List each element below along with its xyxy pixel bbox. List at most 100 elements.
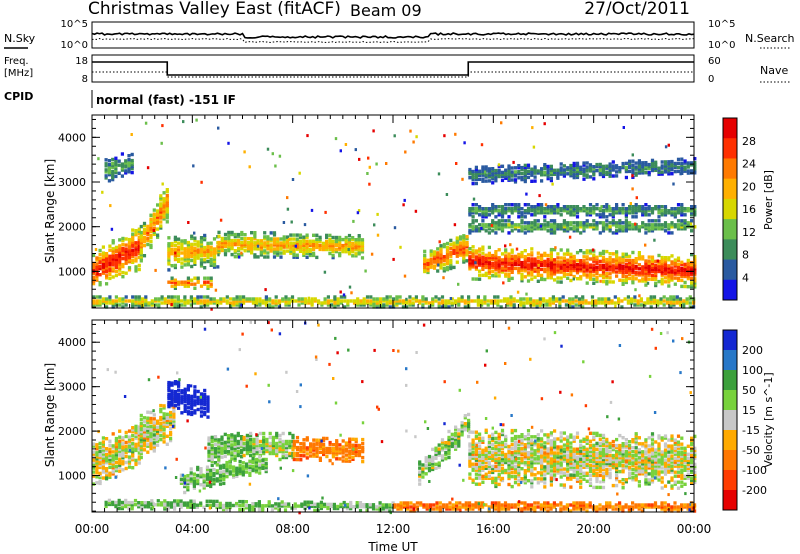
echo-cell bbox=[481, 257, 485, 261]
echo-cell bbox=[665, 297, 670, 301]
echo-cell bbox=[693, 271, 697, 275]
echo-cell bbox=[114, 442, 118, 447]
echo-cell bbox=[530, 207, 534, 211]
echo-cell bbox=[507, 254, 511, 258]
echo-cell bbox=[217, 440, 221, 444]
echo-cell bbox=[615, 258, 619, 262]
echo-cell bbox=[434, 462, 438, 466]
echo-cell bbox=[631, 260, 635, 265]
echo-cell bbox=[137, 443, 141, 447]
echo-cell bbox=[159, 206, 163, 210]
echo-cell bbox=[193, 276, 197, 280]
echo-cell bbox=[500, 225, 505, 229]
echo-cell bbox=[111, 251, 115, 255]
echo-cell bbox=[683, 227, 687, 231]
echo-cell bbox=[279, 247, 283, 251]
echo-cell bbox=[411, 297, 415, 301]
echo-cell bbox=[491, 221, 495, 225]
echo-cell bbox=[233, 438, 237, 442]
echo-cell bbox=[210, 307, 213, 311]
echo-cell bbox=[693, 225, 697, 229]
echo-cell bbox=[459, 247, 463, 251]
echo-cell bbox=[170, 249, 174, 254]
echo-cell bbox=[192, 478, 196, 482]
echo-cell bbox=[481, 219, 485, 223]
echo-cell bbox=[385, 295, 389, 299]
echo-cell bbox=[347, 252, 352, 256]
echo-cell bbox=[243, 241, 247, 245]
echo-cell bbox=[520, 207, 524, 211]
echo-cell bbox=[579, 267, 583, 271]
echo-cell bbox=[105, 270, 109, 274]
echo-cell bbox=[196, 407, 200, 412]
echo-cell bbox=[496, 295, 500, 299]
echo-cell bbox=[382, 297, 386, 301]
echo-cell bbox=[504, 272, 508, 276]
echo-cell bbox=[209, 278, 213, 282]
echo-cell bbox=[173, 239, 177, 244]
echo-cell bbox=[429, 261, 433, 265]
echo-cell bbox=[646, 301, 650, 305]
echo-cell bbox=[379, 297, 383, 301]
freq-tick-high: 18 bbox=[75, 56, 88, 67]
echo-cell bbox=[300, 299, 304, 303]
echo-cell bbox=[114, 303, 118, 307]
echo-cell bbox=[566, 276, 570, 280]
echo-cell bbox=[663, 264, 668, 268]
echo-cell bbox=[650, 255, 655, 259]
echo-cell bbox=[608, 170, 612, 174]
echo-cell bbox=[225, 301, 229, 305]
echo-cell bbox=[152, 425, 156, 429]
echo-cell bbox=[240, 232, 244, 237]
echo-cell bbox=[618, 266, 622, 270]
echo-cell bbox=[657, 279, 661, 284]
echo-cell bbox=[536, 267, 540, 271]
echo-cell bbox=[137, 229, 141, 233]
echo-cell bbox=[344, 441, 348, 445]
echo-cell bbox=[169, 426, 173, 431]
echo-cell bbox=[252, 453, 256, 458]
echo-cell bbox=[459, 237, 463, 241]
echo-cell bbox=[218, 464, 223, 468]
echo-cell bbox=[118, 453, 122, 457]
echo-cell bbox=[572, 213, 576, 217]
echo-cell bbox=[654, 219, 658, 223]
echo-cell bbox=[641, 265, 645, 269]
echo-cell bbox=[549, 266, 553, 270]
echo-cell bbox=[533, 207, 537, 211]
echo-cell bbox=[510, 172, 514, 176]
echo-cell bbox=[101, 450, 105, 454]
echo-cell bbox=[152, 222, 156, 226]
echo-cell bbox=[323, 270, 327, 274]
echo-cell bbox=[462, 260, 466, 264]
echo-cell bbox=[210, 453, 214, 458]
cpid-label: CPID bbox=[4, 90, 33, 103]
echo-cell bbox=[137, 245, 141, 250]
echo-cell bbox=[341, 447, 345, 451]
echo-cell bbox=[233, 458, 237, 462]
echo-cell bbox=[562, 170, 566, 174]
echo-cell bbox=[549, 276, 553, 280]
echo-cell bbox=[179, 473, 183, 477]
echo-cell bbox=[108, 451, 112, 455]
echo-cell bbox=[149, 243, 153, 248]
echo-cell bbox=[193, 248, 197, 252]
echo-cell bbox=[693, 279, 697, 283]
echo-cell bbox=[134, 424, 138, 429]
echo-cell bbox=[271, 451, 275, 456]
echo-cell bbox=[452, 241, 456, 245]
echo-cell bbox=[240, 445, 244, 449]
echo-cell bbox=[572, 207, 576, 211]
echo-cell bbox=[454, 425, 458, 429]
echo-cell bbox=[601, 229, 606, 233]
echo-cell bbox=[209, 251, 213, 255]
echo-cell bbox=[474, 219, 478, 223]
echo-cell bbox=[553, 270, 557, 274]
echo-cell bbox=[196, 399, 200, 404]
echo-cell bbox=[483, 301, 487, 305]
echo-cell bbox=[331, 451, 335, 455]
echo-cell bbox=[182, 120, 185, 124]
echo-cell bbox=[643, 301, 647, 305]
echo-cell bbox=[481, 245, 485, 249]
echo-cell bbox=[463, 301, 467, 305]
